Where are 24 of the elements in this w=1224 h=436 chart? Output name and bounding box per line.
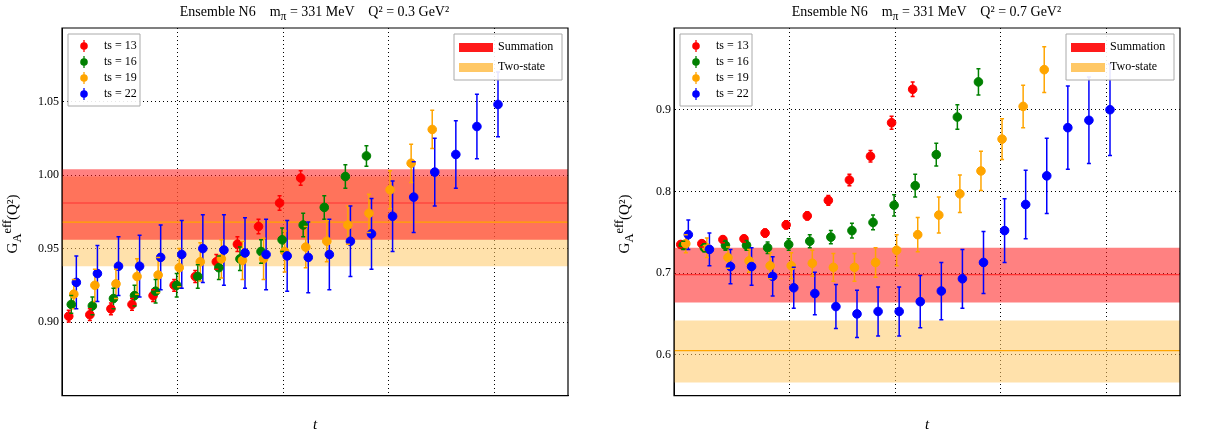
legend-label: Summation: [1110, 39, 1166, 54]
y-tick-label: 0.8: [656, 183, 671, 198]
legend-label: ts = 22: [716, 86, 749, 101]
legend-label: ts = 13: [104, 38, 137, 53]
y-tick-label: 1.05: [38, 93, 59, 108]
legend-label: ts = 16: [104, 54, 137, 69]
chart-title: Ensemble N6 m$_{π}$ = 331 MeV Q² = 0.3 GeV²: [178, 4, 451, 23]
x-axis-title: t: [312, 415, 318, 432]
legend-label: ts = 22: [104, 86, 137, 101]
y-tick-label: 1.00: [38, 167, 59, 182]
y-tick-label: 0.6: [656, 346, 671, 361]
legend-label: ts = 19: [716, 70, 749, 85]
legend-label: ts = 13: [716, 38, 749, 53]
y-tick-label: 0.90: [38, 314, 59, 329]
y-tick-label: 0.7: [656, 265, 671, 280]
legend-label: Two-state: [498, 59, 546, 74]
legend-label: Summation: [498, 39, 554, 54]
y-tick-label: 0.95: [38, 240, 59, 255]
legend-label: Two-state: [1110, 59, 1158, 74]
legend-label: ts = 16: [716, 54, 749, 69]
chart-title: Ensemble N6 m$_{π}$ = 331 MeV Q² = 0.7 GeV²: [790, 4, 1063, 23]
x-axis-title: t: [924, 415, 930, 432]
legend-label: ts = 19: [104, 70, 137, 85]
y-tick-label: 0.9: [656, 101, 671, 116]
